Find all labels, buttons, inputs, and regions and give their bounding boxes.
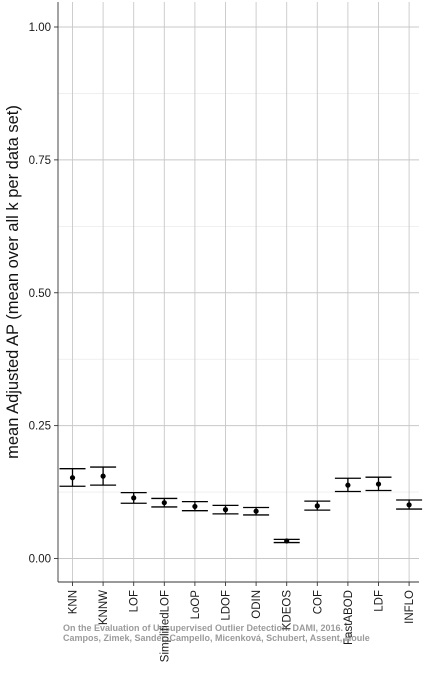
data-point [284,538,290,544]
x-tick-label: LDF [374,590,386,612]
watermark-line-1: On the Evaluation of Unsupervised Outlie… [63,623,343,633]
y-axis-title: mean Adjusted AP (mean over all k per da… [4,105,22,459]
y-tick-label: 0.50 [29,288,51,300]
data-point [192,503,198,510]
watermark-line-2: Campos, Zimek, Sander, Campello, Micenko… [63,633,370,643]
x-tick-label: SimplifiedLOF [159,590,171,662]
data-point [222,507,229,513]
y-tick-label: 0.25 [29,421,51,433]
x-tick-label: COF [312,590,324,614]
x-tick-label: LoOP [190,590,202,620]
data-point [406,502,412,508]
data-layer [59,466,423,544]
data-point [69,475,76,481]
data-point [253,508,259,514]
x-tick-label: INFLO [404,590,416,624]
x-tick-label: LDOF [221,590,233,621]
data-point [131,495,137,501]
x-tick-label: FastABOD [343,590,355,645]
data-point [375,481,382,487]
x-tick-label: LOF [129,590,141,612]
y-tick-label: 0.75 [29,155,51,167]
x-tick-label: KNN [68,590,80,614]
data-point [345,482,351,488]
x-tick-label: ODIN [251,590,263,619]
y-tick-label: 1.00 [29,22,51,34]
grid [58,2,419,582]
y-axis: 0.00 0.25 0.50 0.75 1.00 [29,2,419,583]
x-tick-label: KNNW [98,590,110,625]
watermark: On the Evaluation of Unsupervised Outlie… [63,623,370,643]
x-tick-label: KDEOS [282,590,294,631]
data-point [314,503,320,509]
data-point [161,500,167,506]
x-axis-labels: KNN KNNW LOF SimplifiedLOF LoOP LDOF ODIN KDEOS… [68,582,416,662]
data-point [100,473,106,479]
y-tick-label: 0.00 [29,554,51,566]
